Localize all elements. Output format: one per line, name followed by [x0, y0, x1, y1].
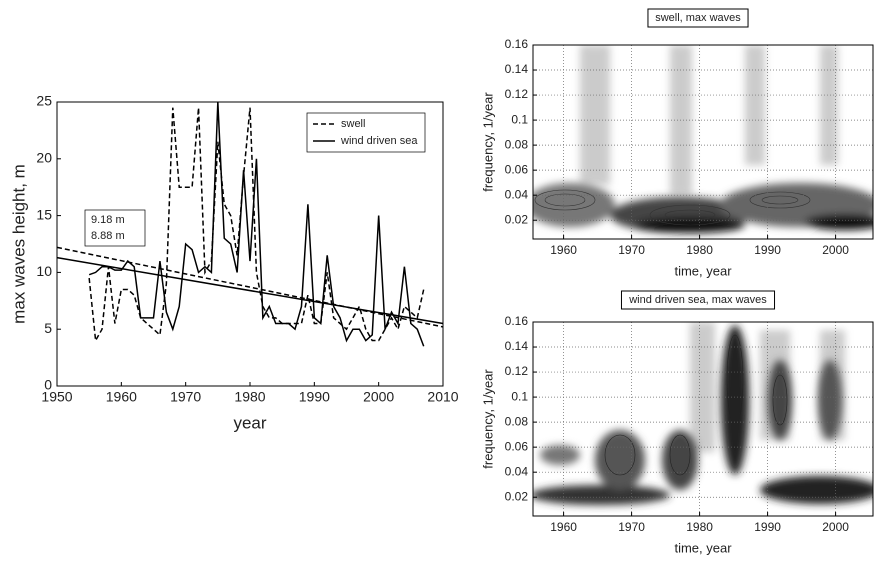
x-tick-label: 1980	[686, 520, 713, 534]
y-tick-label: 25	[36, 93, 52, 109]
y-tick-label: 0.1	[511, 389, 528, 403]
annotation: 8.88 m	[91, 230, 125, 242]
y-tick-label: 0.02	[505, 489, 529, 503]
x-tick-label: 1990	[299, 389, 330, 405]
contour-field	[533, 322, 873, 516]
x-tick-label: 1990	[754, 520, 781, 534]
y-tick-label: 0.08	[505, 137, 529, 151]
y-tick-label: 15	[36, 206, 52, 222]
x-tick-label: 1960	[550, 243, 577, 257]
y-tick-label: 0.06	[505, 439, 529, 453]
x-tick-label: 2010	[427, 389, 458, 405]
x-tick-label: 1950	[41, 389, 72, 405]
x-tick-label: 2000	[363, 389, 394, 405]
x-tick-label: 1990	[754, 243, 781, 257]
y-tick-label: 0.14	[505, 62, 529, 76]
title-box	[620, 290, 776, 310]
y-tick-label: 0.02	[505, 212, 529, 226]
y-tick-label: 0.12	[505, 87, 529, 101]
plot-frame	[532, 44, 874, 240]
y-tick-label: 0.1	[511, 112, 528, 126]
plot-frame	[532, 321, 874, 517]
x-axis-label: year	[233, 413, 266, 432]
annotation-box	[84, 209, 146, 247]
x-axis-label: time, year	[674, 540, 732, 555]
y-tick-label: 0.14	[505, 339, 529, 353]
y-tick-label: 5	[44, 320, 52, 336]
data-line	[88, 107, 425, 343]
data-line	[88, 101, 425, 347]
x-tick-label: 1970	[618, 243, 645, 257]
y-tick-label: 0.04	[505, 464, 529, 478]
x-tick-label: 2000	[822, 243, 849, 257]
plot-frame	[56, 101, 444, 387]
legend-box	[306, 112, 426, 153]
x-tick-label: 1970	[170, 389, 201, 405]
x-tick-label: 2000	[822, 520, 849, 534]
y-tick-label: 0.08	[505, 414, 529, 428]
y-tick-label: 20	[36, 150, 52, 166]
trend-line	[56, 246, 444, 328]
legend-label: wind driven sea	[340, 135, 418, 147]
annotation: 9.18 m	[91, 214, 125, 226]
y-axis-label: frequency, 1/year	[480, 92, 495, 192]
y-tick-label: 0.12	[505, 364, 529, 378]
chart-title: wind driven sea, max waves	[628, 294, 767, 306]
y-axis-label: max waves height, m	[9, 164, 28, 324]
x-tick-label: 1970	[618, 520, 645, 534]
y-tick-label: 0.06	[505, 162, 529, 176]
contour-field	[533, 45, 873, 239]
legend-label: swell	[341, 118, 365, 130]
x-tick-label: 1960	[550, 520, 577, 534]
y-tick-label: 10	[36, 263, 52, 279]
y-tick-label: 0.16	[505, 314, 529, 328]
x-tick-label: 1960	[106, 389, 137, 405]
trend-line	[56, 256, 444, 325]
x-tick-label: 1980	[234, 389, 265, 405]
y-tick-label: 0.04	[505, 187, 529, 201]
y-axis-label: frequency, 1/year	[480, 369, 495, 469]
chart-title: swell, max waves	[655, 12, 741, 24]
y-tick-label: 0.16	[505, 37, 529, 51]
title-box	[647, 8, 749, 28]
y-tick-label: 0	[44, 377, 52, 393]
x-tick-label: 1980	[686, 243, 713, 257]
x-axis-label: time, year	[674, 263, 732, 278]
